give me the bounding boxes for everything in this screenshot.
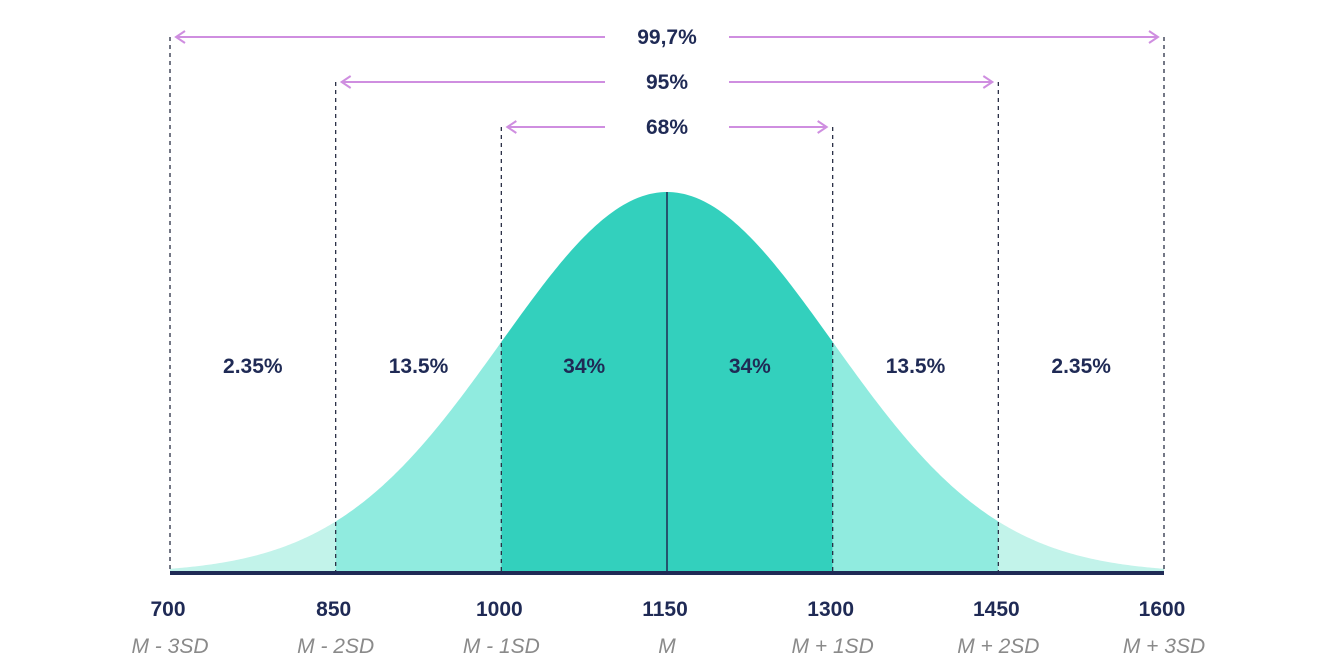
range-arrowhead-right-2 xyxy=(817,120,829,134)
range-arrowhead-left-0 xyxy=(174,30,186,44)
x-tick-label-4: 1300 xyxy=(807,598,854,621)
range-label-0: 99,7% xyxy=(637,26,697,49)
range-arrows: 99,7% 95% 68% xyxy=(174,26,1160,139)
x-tick-sublabel-4: M + 1SD xyxy=(792,635,874,658)
curve-region-0 xyxy=(170,521,336,573)
region-label-2: 34% xyxy=(563,355,605,378)
range-arrowhead-left-1 xyxy=(339,75,352,89)
curve-region-4 xyxy=(832,341,999,573)
curve-region-5 xyxy=(998,521,1164,573)
range-arrowhead-right-0 xyxy=(1148,30,1160,44)
region-label-1: 13.5% xyxy=(389,355,449,378)
region-label-0: 2.35% xyxy=(223,355,283,378)
x-tick-label-3: 1150 xyxy=(642,598,688,621)
range-label-1: 95% xyxy=(646,71,688,94)
curve-regions xyxy=(170,192,1164,573)
sd-divider-lines xyxy=(169,37,1165,573)
x-tick-label-2: 1000 xyxy=(476,598,523,621)
range-label-2: 68% xyxy=(646,116,688,139)
x-tick-sublabel-2: M - 1SD xyxy=(463,635,540,658)
x-tick-label-5: 1450 xyxy=(973,598,1020,621)
x-tick-labels: 700 M - 3SD 850 M - 2SD 1000 M - 1SD 1150 M 1300… xyxy=(131,598,1205,658)
region-label-4: 13.5% xyxy=(886,355,946,378)
x-tick-sublabel-1: M - 2SD xyxy=(297,635,374,658)
x-tick-sublabel-5: M + 2SD xyxy=(957,635,1039,658)
region-label-5: 2.35% xyxy=(1051,355,1111,378)
x-tick-sublabel-6: M + 3SD xyxy=(1123,635,1205,658)
x-tick-label-0: 700 xyxy=(150,598,185,621)
x-tick-label-1: 850 xyxy=(316,598,351,621)
range-arrowhead-left-2 xyxy=(505,120,517,134)
region-label-3: 34% xyxy=(729,355,771,378)
x-tick-label-6: 1600 xyxy=(1139,598,1186,621)
region-labels: 2.35% 13.5% 34% 34% 13.5% 2.35% xyxy=(223,355,1111,378)
curve-region-3 xyxy=(667,192,833,573)
range-arrowhead-right-1 xyxy=(982,75,995,89)
curve-region-1 xyxy=(335,341,502,573)
curve-region-2 xyxy=(501,192,667,573)
x-tick-sublabel-3: M xyxy=(658,635,676,658)
x-tick-sublabel-0: M - 3SD xyxy=(131,635,208,658)
